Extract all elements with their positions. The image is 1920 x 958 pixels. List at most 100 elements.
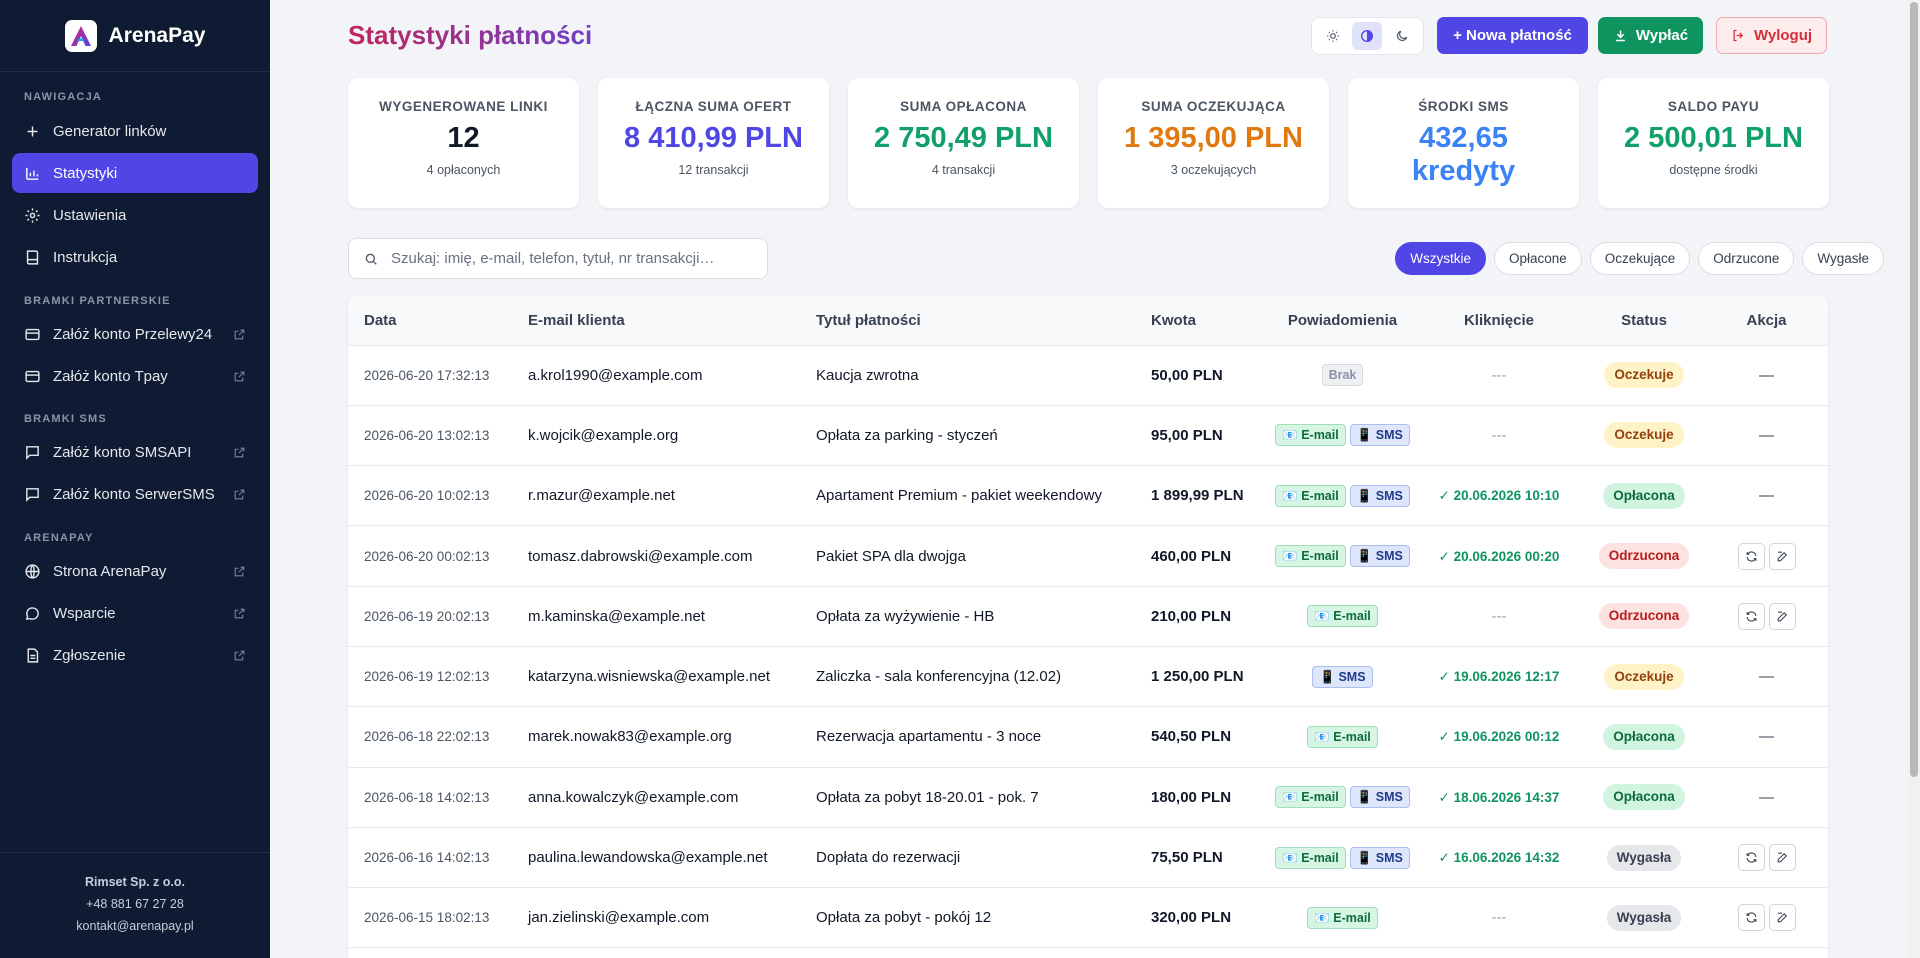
cell-email: jan.zielinski@example.com	[528, 909, 710, 927]
sidebar-item-strona[interactable]: Strona ArenaPay	[12, 551, 258, 591]
company-phone[interactable]: +48 881 67 27 28	[86, 897, 184, 911]
external-link-icon	[234, 329, 245, 339]
cell-action	[1705, 526, 1828, 586]
click-time: ✓ 19.06.2026 00:12	[1438, 729, 1560, 745]
notification-email-tag: 📧 E-mail	[1275, 484, 1346, 507]
withdraw-button[interactable]: Wypłać	[1598, 17, 1703, 54]
resend-button[interactable]	[1737, 844, 1765, 872]
resend-button[interactable]	[1737, 904, 1765, 932]
edit-button[interactable]	[1768, 602, 1796, 630]
no-action: —	[1759, 728, 1774, 746]
refresh-icon	[1746, 550, 1756, 562]
search-input[interactable]: Szukaj: imię, e-mail, telefon, tytuł, nr…	[391, 250, 715, 267]
sidebar-item-statystyki[interactable]: Statystyki	[12, 153, 258, 193]
notification-email-tag: 📧 E-mail	[1307, 605, 1378, 628]
col-date[interactable]: Data	[348, 296, 512, 346]
cell-action: —	[1705, 767, 1828, 827]
cell-title: Apartament Premium - pakiet weekendowy	[816, 487, 1102, 505]
no-action: —	[1759, 788, 1774, 806]
sidebar-footer: Rimset Sp. z o.o. +48 881 67 27 28 konta…	[0, 852, 270, 958]
filter-all[interactable]: Wszystkie	[1395, 242, 1486, 275]
table-row[interactable]: 2026-06-20 00:02:13 tomasz.dabrowski@exam…	[348, 526, 1828, 587]
edit-button[interactable]	[1768, 844, 1796, 872]
sun-icon[interactable]	[1318, 22, 1348, 50]
cell-notifications: 📧 E-mail 📱 SMS	[1270, 767, 1415, 827]
no-action: —	[1759, 668, 1774, 686]
table-row[interactable]: 2026-06-19 20:02:13 m.kaminska@example.ne…	[348, 586, 1828, 647]
sidebar-item-smsapi[interactable]: Załóż konto SMSAPI	[12, 432, 258, 472]
edit-button[interactable]	[1768, 542, 1796, 570]
col-title[interactable]: Tytuł płatności	[800, 296, 1135, 346]
filter-rejected[interactable]: Odrzucone	[1698, 242, 1795, 275]
sidebar-item-zgloszenie[interactable]: Zgłoszenie	[12, 635, 258, 675]
cell-notifications: 📧 E-mail 📱 SMS	[1270, 827, 1415, 887]
table-row[interactable]: 2026-06-20 10:02:13 r.mazur@example.net Ap…	[348, 466, 1828, 526]
sidebar-item-label: Załóż konto Przelewy24	[53, 325, 213, 343]
sidebar-item-label: Załóż konto SMSAPI	[53, 443, 192, 461]
table-row[interactable]: 2026-06-18 14:02:13 anna.kowalczyk@exampl…	[348, 767, 1828, 828]
edit-button[interactable]	[1768, 904, 1796, 932]
cell-notifications: 📧 E-mail	[1270, 707, 1415, 767]
cell-status: Wygasła	[1583, 827, 1705, 887]
logout-label: Wyloguj	[1753, 27, 1813, 44]
company-email[interactable]: kontakt@arenapay.pl	[76, 919, 194, 933]
sidebar-item-generator[interactable]: Generator linków	[12, 111, 258, 151]
sidebar-item-instrukcja[interactable]: Instrukcja	[12, 237, 258, 277]
cell-click: ---	[1415, 586, 1583, 646]
edit-icon	[1777, 551, 1787, 561]
table-row[interactable]: 2026-06-20 17:32:13 a.krol1990@example.co…	[348, 345, 1828, 406]
cell-date: 2026-06-20 17:32:13	[364, 367, 490, 383]
sidebar-item-przelewy24[interactable]: Załóż konto Przelewy24	[12, 314, 258, 354]
no-action: —	[1759, 426, 1774, 444]
cell-status: Odrzucona	[1583, 526, 1705, 586]
sidebar-item-label: Załóż konto Tpay	[53, 367, 168, 385]
resend-button[interactable]	[1737, 602, 1765, 630]
search-box[interactable]: Szukaj: imię, e-mail, telefon, tytuł, nr…	[348, 238, 768, 279]
table-row[interactable]: 2026-06-19 12:02:13 katarzyna.wisniewska@…	[348, 646, 1828, 707]
cell-action	[1705, 586, 1828, 646]
stat-sub: 4 transakcji	[931, 163, 996, 177]
table-row[interactable]: 2026-06-18 22:02:13 marek.nowak83@example…	[348, 707, 1828, 768]
status-badge: Opłacona	[1603, 723, 1685, 750]
col-email[interactable]: E-mail klienta	[512, 296, 800, 346]
contrast-icon[interactable]	[1352, 22, 1383, 50]
cell-date: 2026-06-15 18:02:13	[364, 910, 490, 926]
stat-sub: 4 opłaconych	[426, 163, 501, 177]
new-payment-button[interactable]: + Nowa płatność	[1437, 17, 1588, 54]
filter-paid[interactable]: Opłacone	[1493, 242, 1582, 275]
sidebar-item-tpay[interactable]: Załóż konto Tpay	[12, 356, 258, 396]
external-link-icon	[234, 447, 245, 457]
click-none: ---	[1491, 909, 1507, 927]
edit-icon	[1777, 611, 1787, 622]
cell-status: Oczekuje	[1583, 405, 1705, 465]
cell-title: Rezerwacja apartamentu - 3 noce	[816, 728, 1042, 746]
table-row[interactable]: 2026-06-15 18:02:13 jan.zielinski@example…	[348, 888, 1828, 948]
moon-icon[interactable]	[1387, 22, 1417, 50]
brand[interactable]: ArenaPay	[0, 0, 270, 72]
no-action: —	[1759, 366, 1774, 384]
notification-sms-tag: 📱 SMS	[1349, 484, 1410, 507]
scrollbar-thumb[interactable]	[1910, 2, 1918, 777]
notification-sms-tag: 📱 SMS	[1349, 424, 1410, 447]
sidebar-item-serwersms[interactable]: Załóż konto SerwerSMS	[12, 474, 258, 514]
logout-button[interactable]: Wyloguj	[1716, 17, 1827, 54]
notification-email-tag: 📧 E-mail	[1275, 846, 1346, 869]
page-scrollbar[interactable]	[1908, 0, 1920, 958]
stat-value: 432,65 kredyty	[1411, 122, 1516, 187]
resend-button[interactable]	[1737, 542, 1765, 570]
col-amount[interactable]: Kwota	[1135, 296, 1270, 346]
click-time: ✓ 16.06.2026 14:32	[1438, 850, 1560, 866]
cell-amount: 95,00 PLN	[1151, 426, 1223, 444]
sidebar-item-wsparcie[interactable]: Wsparcie	[12, 593, 258, 633]
filter-pending[interactable]: Oczekujące	[1589, 242, 1691, 275]
notification-sms-tag: 📱 SMS	[1312, 665, 1373, 688]
stat-card-paid: SUMA OPŁACONA 2 750,49 PLN 4 transakcji	[848, 78, 1079, 208]
sidebar-item-label: Instrukcja	[53, 248, 118, 266]
sidebar-item-ustawienia[interactable]: Ustawienia	[12, 195, 258, 235]
table-row[interactable]: 2026-06-16 14:02:13 paulina.lewandowska@e…	[348, 827, 1828, 888]
filter-expired[interactable]: Wygasłe	[1802, 242, 1884, 275]
cell-click: ---	[1415, 345, 1583, 405]
table-row[interactable]: 2026-06-20 13:02:13 k.wojcik@example.org O…	[348, 405, 1828, 466]
cell-title: Zaliczka - sala konferencyjna (12.02)	[816, 668, 1062, 686]
col-status: Status	[1583, 296, 1705, 346]
